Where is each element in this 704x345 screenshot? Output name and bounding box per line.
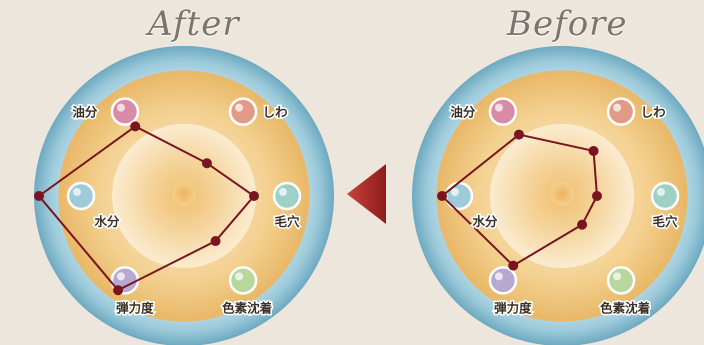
before-data-point-wrinkle	[588, 145, 599, 156]
after-axis-label-pigment: 色素沈着	[222, 300, 272, 315]
before-data-point-moisture	[437, 191, 447, 201]
after-axis-marker-highlight-pore	[279, 188, 287, 196]
before-axis-marker-highlight-oil	[494, 103, 503, 112]
before-axis-marker-highlight-moisture	[451, 188, 459, 196]
before-axis-marker-pore	[650, 181, 680, 211]
after-axis-marker-wrinkle	[228, 97, 258, 126]
after-axis-label-elasticity: 弾力度	[116, 300, 154, 315]
after-title: After	[148, 4, 240, 44]
after-data-point-pigment	[210, 236, 221, 247]
before-axis-marker-highlight-elasticity	[494, 272, 503, 281]
after-data-point-oil	[130, 121, 141, 132]
before-data-point-pore	[592, 191, 602, 201]
before-data-layer	[437, 129, 602, 271]
after-axis-marker-highlight-moisture	[73, 188, 81, 196]
after-axis-marker-pigment	[228, 266, 258, 295]
before-axis-marker-elasticity	[488, 266, 518, 295]
after-axis-marker-highlight-pigment	[235, 272, 244, 281]
after-axis-label-moisture: 水分	[94, 214, 120, 229]
left-arrow-icon	[347, 164, 386, 224]
before-axis-label-oil: 油分	[450, 105, 476, 120]
after-data-point-moisture	[34, 191, 44, 201]
before-axis-label-pore: 毛穴	[652, 214, 678, 229]
after-axis-label-wrinkle: しわ	[263, 105, 288, 120]
after-axis-marker-highlight-oil	[116, 103, 125, 112]
before-axis-label-wrinkle: しわ	[641, 105, 666, 120]
before-center-dot	[550, 182, 574, 206]
after-axis-marker-highlight-elasticity	[116, 272, 125, 281]
after-axis-marker-moisture	[66, 181, 96, 211]
before-axis-markers	[444, 97, 680, 295]
after-data-layer	[34, 121, 259, 296]
before-axis-label-elasticity: 弾力度	[494, 300, 532, 315]
after-axis-label-pore: 毛穴	[274, 214, 300, 229]
before-axis-marker-wrinkle	[606, 97, 636, 126]
after-axis-marker-oil	[110, 97, 140, 126]
before-data-point-pigment	[577, 219, 588, 230]
after-data-point-pore	[249, 191, 259, 201]
before-axis-marker-oil	[488, 97, 518, 126]
before-axis-marker-highlight-pore	[657, 188, 665, 196]
after-gold-disc-edge	[58, 70, 310, 322]
after-center-dot	[172, 182, 196, 206]
before-axis-marker-highlight-pigment	[613, 272, 622, 281]
after-data-point-wrinkle	[201, 158, 212, 169]
after-data-point-elasticity	[113, 285, 124, 296]
before-axis-marker-pigment	[606, 266, 636, 295]
before-axis-marker-highlight-wrinkle	[613, 103, 622, 112]
after-axis-label-oil: 油分	[72, 105, 98, 120]
after-axis-marker-pore	[272, 181, 302, 211]
before-axis-label-pigment: 色素沈着	[600, 300, 650, 315]
before-title: Before	[507, 4, 628, 44]
before-axis-label-moisture: 水分	[472, 214, 498, 229]
before-data-point-elasticity	[508, 260, 519, 271]
before-data-point-oil	[513, 129, 524, 140]
after-axis-marker-highlight-wrinkle	[235, 103, 244, 112]
